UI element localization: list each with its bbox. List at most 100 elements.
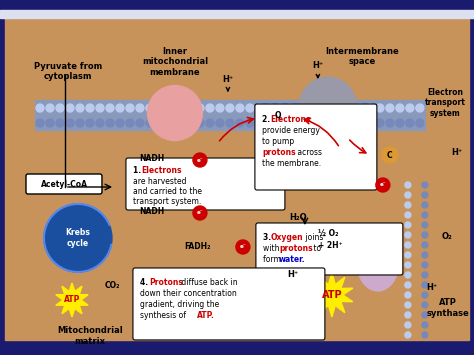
Circle shape xyxy=(316,119,324,127)
Text: ATP
synthase: ATP synthase xyxy=(427,298,469,318)
Text: 2.: 2. xyxy=(262,115,273,124)
Text: H⁺: H⁺ xyxy=(451,148,463,157)
FancyBboxPatch shape xyxy=(126,158,285,210)
Text: 3.: 3. xyxy=(263,233,273,242)
Circle shape xyxy=(382,147,398,163)
Circle shape xyxy=(96,119,104,127)
Circle shape xyxy=(236,240,250,254)
Text: e⁻: e⁻ xyxy=(380,182,386,187)
Circle shape xyxy=(66,119,74,127)
Circle shape xyxy=(386,119,394,127)
Circle shape xyxy=(405,312,411,318)
Circle shape xyxy=(376,119,384,127)
Circle shape xyxy=(396,119,404,127)
Circle shape xyxy=(422,252,428,258)
Circle shape xyxy=(136,119,144,127)
Text: e⁻: e⁻ xyxy=(197,158,203,163)
Circle shape xyxy=(276,104,284,112)
Text: Inner
mitochondrial
membrane: Inner mitochondrial membrane xyxy=(142,47,208,77)
Circle shape xyxy=(226,104,234,112)
Circle shape xyxy=(156,104,164,112)
Circle shape xyxy=(346,119,354,127)
Circle shape xyxy=(286,119,294,127)
Ellipse shape xyxy=(269,106,287,124)
Circle shape xyxy=(256,119,264,127)
Text: Electron
transport
system: Electron transport system xyxy=(424,88,465,118)
Circle shape xyxy=(106,104,114,112)
Circle shape xyxy=(366,119,374,127)
Circle shape xyxy=(266,119,274,127)
Circle shape xyxy=(266,104,274,112)
Circle shape xyxy=(366,104,374,112)
Polygon shape xyxy=(56,283,88,317)
Circle shape xyxy=(146,104,154,112)
Text: CO₂: CO₂ xyxy=(104,282,120,290)
Circle shape xyxy=(422,192,428,198)
Text: NADH: NADH xyxy=(139,207,164,217)
Circle shape xyxy=(306,104,314,112)
Circle shape xyxy=(296,104,304,112)
Ellipse shape xyxy=(147,86,202,141)
Circle shape xyxy=(405,282,411,288)
Circle shape xyxy=(36,119,44,127)
Circle shape xyxy=(286,104,294,112)
Text: H⁺: H⁺ xyxy=(222,75,234,91)
Circle shape xyxy=(422,282,428,288)
Circle shape xyxy=(405,292,411,298)
Circle shape xyxy=(356,119,364,127)
FancyBboxPatch shape xyxy=(26,174,102,194)
Bar xyxy=(0,10,474,18)
Circle shape xyxy=(405,182,411,188)
Text: Intermembrane
space: Intermembrane space xyxy=(325,47,399,66)
Bar xyxy=(0,0,474,10)
Circle shape xyxy=(406,119,414,127)
Bar xyxy=(35,100,425,130)
Circle shape xyxy=(146,119,154,127)
Text: joins: joins xyxy=(303,233,323,242)
Text: Acetyl-CoA: Acetyl-CoA xyxy=(40,180,88,190)
Circle shape xyxy=(422,202,428,208)
Circle shape xyxy=(326,104,334,112)
Text: ATP.: ATP. xyxy=(197,311,215,320)
Circle shape xyxy=(376,178,390,192)
Circle shape xyxy=(296,119,304,127)
Circle shape xyxy=(136,104,144,112)
Text: the membrane.: the membrane. xyxy=(262,159,321,168)
Circle shape xyxy=(206,104,214,112)
Circle shape xyxy=(306,119,314,127)
Circle shape xyxy=(346,104,354,112)
Circle shape xyxy=(405,202,411,208)
Circle shape xyxy=(316,104,324,112)
Text: Pyruvate from
cytoplasm: Pyruvate from cytoplasm xyxy=(34,62,102,81)
Circle shape xyxy=(246,119,254,127)
Text: C: C xyxy=(387,151,392,159)
Text: Q: Q xyxy=(274,110,281,120)
Text: are harvested: are harvested xyxy=(133,177,186,186)
Circle shape xyxy=(116,104,124,112)
Circle shape xyxy=(422,182,428,188)
Text: H₂O: H₂O xyxy=(289,213,307,223)
Text: to pump: to pump xyxy=(262,137,294,146)
Circle shape xyxy=(405,252,411,258)
Circle shape xyxy=(176,119,184,127)
Circle shape xyxy=(422,262,428,268)
Circle shape xyxy=(206,119,214,127)
Circle shape xyxy=(44,204,112,272)
Circle shape xyxy=(126,104,134,112)
Text: ATP: ATP xyxy=(321,290,342,300)
Circle shape xyxy=(236,119,244,127)
Circle shape xyxy=(416,104,424,112)
Circle shape xyxy=(422,242,428,248)
Circle shape xyxy=(156,119,164,127)
Circle shape xyxy=(406,104,414,112)
Circle shape xyxy=(76,104,84,112)
Circle shape xyxy=(256,104,264,112)
Circle shape xyxy=(186,119,194,127)
Text: with: with xyxy=(263,244,282,253)
Text: form: form xyxy=(263,255,283,264)
Circle shape xyxy=(276,119,284,127)
Circle shape xyxy=(196,119,204,127)
Circle shape xyxy=(422,322,428,328)
Text: e⁻: e⁻ xyxy=(197,211,203,215)
Circle shape xyxy=(376,104,384,112)
